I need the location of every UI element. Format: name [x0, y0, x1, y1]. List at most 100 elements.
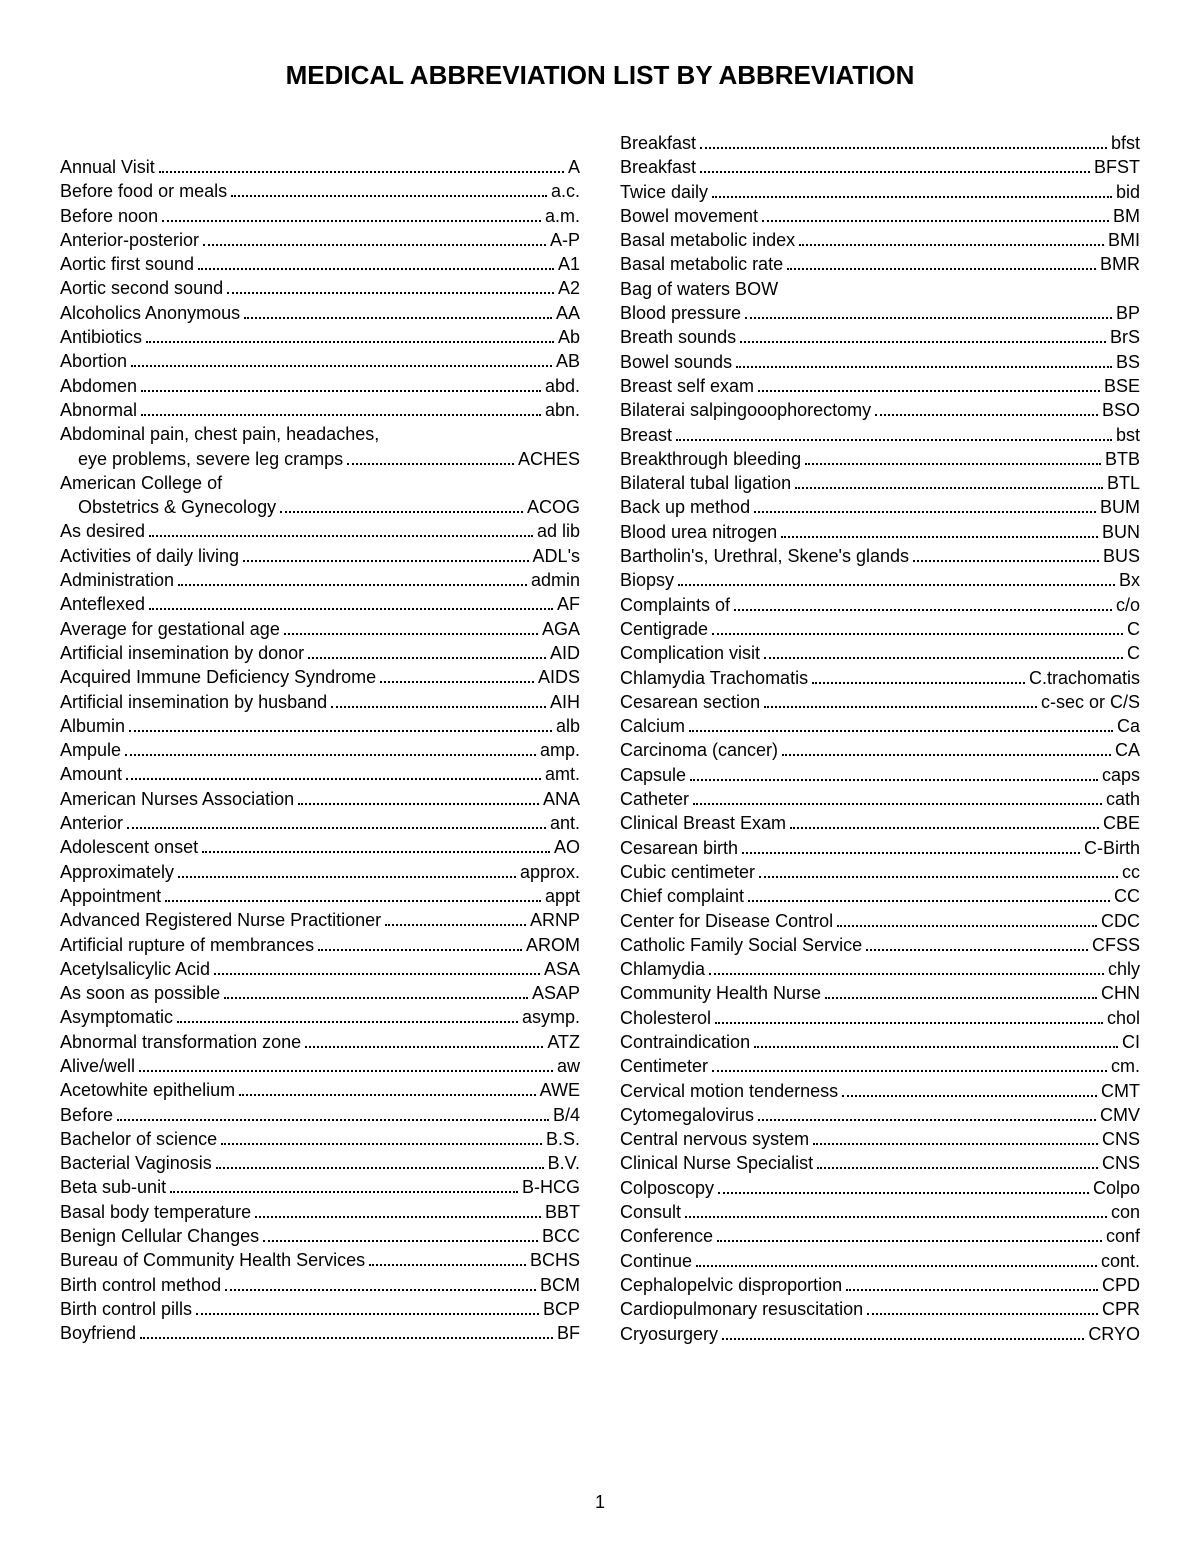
- term-text: Anterior: [60, 811, 123, 835]
- dot-leader: [762, 220, 1109, 222]
- dot-leader: [825, 997, 1097, 999]
- dot-leader: [221, 1143, 542, 1145]
- abbreviation: BCHS: [530, 1248, 580, 1272]
- abbrev-entry: Cardiopulmonary resuscitationCPR: [620, 1297, 1140, 1321]
- abbrev-entry: Anteriorant.: [60, 811, 580, 835]
- abbreviation: BFST: [1094, 155, 1140, 179]
- dot-leader: [700, 171, 1090, 173]
- dot-leader: [913, 560, 1099, 562]
- term-text: Adolescent onset: [60, 835, 198, 859]
- abbrev-entry: Ampuleamp.: [60, 738, 580, 762]
- abbreviation: BrS: [1110, 325, 1140, 349]
- term-text: Cervical motion tenderness: [620, 1079, 838, 1103]
- abbrev-entry: Breakthrough bleedingBTB: [620, 447, 1140, 471]
- abbrev-entry: Conferenceconf: [620, 1224, 1140, 1248]
- dot-leader: [280, 511, 523, 513]
- term-text: Conference: [620, 1224, 713, 1248]
- abbreviation: BP: [1116, 301, 1140, 325]
- dot-leader: [718, 1192, 1089, 1194]
- abbrev-entry: Bartholin's, Urethral, Skene's glandsBUS: [620, 544, 1140, 568]
- dot-leader: [690, 779, 1098, 781]
- abbreviation: BSO: [1102, 398, 1140, 422]
- abbreviation: cath: [1106, 787, 1140, 811]
- term-text: Colposcopy: [620, 1176, 714, 1200]
- term-text: Bachelor of science: [60, 1127, 217, 1151]
- dot-leader: [875, 414, 1098, 416]
- term-text: Birth control method: [60, 1273, 221, 1297]
- dot-leader: [742, 852, 1080, 854]
- dot-leader: [139, 1070, 553, 1072]
- dot-leader: [159, 171, 564, 173]
- abbreviation: alb: [556, 714, 580, 738]
- abbrev-entry: Acetowhite epitheliumAWE: [60, 1078, 580, 1102]
- abbrev-entry: Twice dailybid: [620, 180, 1140, 204]
- abbreviation: B.V.: [548, 1151, 580, 1175]
- abbrev-entry: CryosurgeryCRYO: [620, 1322, 1140, 1346]
- abbreviation: CDC: [1101, 909, 1140, 933]
- abbrev-entry: CytomegalovirusCMV: [620, 1103, 1140, 1127]
- term-line1: American College of: [60, 471, 580, 495]
- term-text: Bowel sounds: [620, 350, 732, 374]
- dot-leader: [203, 244, 546, 246]
- abbreviation: CRYO: [1088, 1322, 1140, 1346]
- dot-leader: [141, 414, 541, 416]
- dot-leader: [369, 1264, 526, 1266]
- dot-leader: [754, 1046, 1118, 1048]
- abbreviation: asymp.: [522, 1005, 580, 1029]
- abbrev-entry: Abdomenabd.: [60, 374, 580, 398]
- term-text: Appointment: [60, 884, 161, 908]
- abbrev-entry: AntibioticsAb: [60, 325, 580, 349]
- abbrev-entry: Breastbst: [620, 423, 1140, 447]
- abbreviation: bfst: [1111, 131, 1140, 155]
- term-text: Breast self exam: [620, 374, 754, 398]
- dot-leader: [715, 1022, 1103, 1024]
- columns-container: Annual VisitABefore food or mealsa.c.Bef…: [60, 131, 1140, 1346]
- abbreviation: CFSS: [1092, 933, 1140, 957]
- abbrev-entry: Acquired Immune Deficiency SyndromeAIDS: [60, 665, 580, 689]
- term-text: Acetylsalicylic Acid: [60, 957, 210, 981]
- dot-leader: [712, 633, 1123, 635]
- term-line2: eye problems, severe leg crampsACHES: [60, 447, 580, 471]
- dot-leader: [754, 511, 1096, 513]
- term-text: Biopsy: [620, 568, 674, 592]
- abbrev-entry: Benign Cellular ChangesBCC: [60, 1224, 580, 1248]
- term-text: Clinical Nurse Specialist: [620, 1151, 813, 1175]
- abbrev-entry: Back up methodBUM: [620, 495, 1140, 519]
- dot-leader: [678, 584, 1115, 586]
- abbrev-entry: Anterior-posteriorA-P: [60, 228, 580, 252]
- dot-leader: [795, 487, 1103, 489]
- abbreviation: c-sec or C/S: [1041, 690, 1140, 714]
- abbrev-entry: Advanced Registered Nurse PractitionerAR…: [60, 908, 580, 932]
- term-text: Amount: [60, 762, 122, 786]
- document-page: MEDICAL ABBREVIATION LIST BY ABBREVIATIO…: [0, 0, 1200, 1553]
- abbreviation: approx.: [520, 860, 580, 884]
- abbreviation: ASA: [544, 957, 580, 981]
- term-text: Bowel movement: [620, 204, 758, 228]
- term-text: Bilateral tubal ligation: [620, 471, 791, 495]
- abbreviation: C.trachomatis: [1029, 666, 1140, 690]
- dot-leader: [748, 900, 1110, 902]
- abbrev-entry: Abdominal pain, chest pain, headaches,ey…: [60, 422, 580, 471]
- abbrev-entry: Abnormal transformation zoneATZ: [60, 1030, 580, 1054]
- dot-leader: [165, 900, 541, 902]
- abbrev-entry: Continuecont.: [620, 1249, 1140, 1273]
- abbreviation: CPD: [1102, 1273, 1140, 1297]
- abbreviation: ANA: [543, 787, 580, 811]
- term-text: Contraindication: [620, 1030, 750, 1054]
- abbrev-entry: American College ofObstetrics & Gynecolo…: [60, 471, 580, 520]
- term-text: As desired: [60, 519, 145, 543]
- dot-leader: [149, 608, 553, 610]
- abbreviation: A-P: [550, 228, 580, 252]
- abbreviation: amp.: [540, 738, 580, 762]
- term-text: Clinical Breast Exam: [620, 811, 786, 835]
- abbreviation: Ca: [1117, 714, 1140, 738]
- term-text: Before noon: [60, 204, 158, 228]
- term-text: Chlamydia: [620, 957, 705, 981]
- abbrev-entry: BeforeB/4: [60, 1103, 580, 1127]
- dot-leader: [117, 1119, 549, 1121]
- dot-leader: [131, 365, 552, 367]
- abbreviation: B-HCG: [522, 1175, 580, 1199]
- abbreviation: A: [568, 155, 580, 179]
- dot-leader: [712, 196, 1112, 198]
- term-text: Abnormal transformation zone: [60, 1030, 301, 1054]
